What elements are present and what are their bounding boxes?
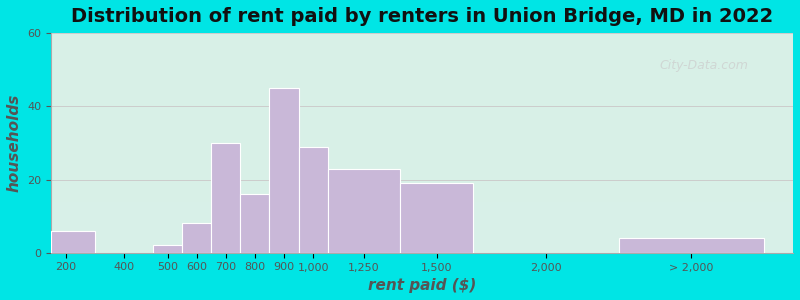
Text: City-Data.com: City-Data.com bbox=[659, 59, 749, 72]
Bar bbox=[241, 194, 270, 253]
Bar bbox=[618, 238, 764, 253]
X-axis label: rent paid ($): rent paid ($) bbox=[368, 278, 476, 293]
Bar bbox=[153, 245, 182, 253]
Bar bbox=[298, 147, 328, 253]
Bar bbox=[51, 231, 95, 253]
Y-axis label: households: households bbox=[7, 94, 22, 192]
Bar bbox=[328, 169, 400, 253]
Bar bbox=[211, 143, 241, 253]
Title: Distribution of rent paid by renters in Union Bridge, MD in 2022: Distribution of rent paid by renters in … bbox=[71, 7, 774, 26]
Bar bbox=[400, 183, 473, 253]
Bar bbox=[182, 224, 211, 253]
Bar bbox=[270, 88, 298, 253]
